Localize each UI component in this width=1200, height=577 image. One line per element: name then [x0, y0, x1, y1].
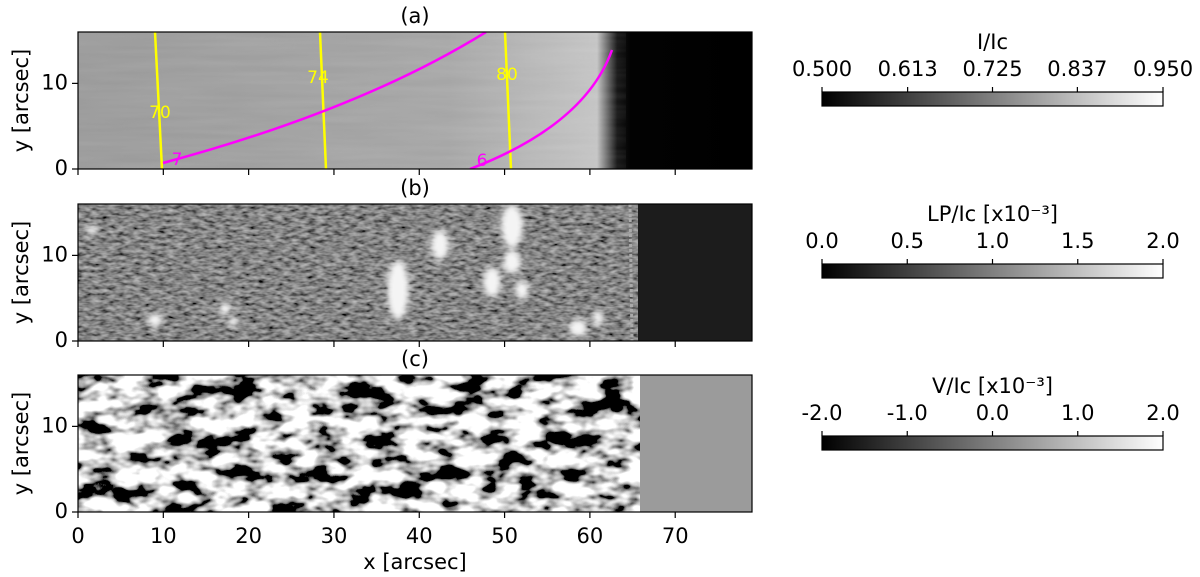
panel-frame — [77, 31, 753, 170]
colorbar-tick-label: 0.950 — [1133, 57, 1193, 81]
colorbar — [821, 91, 1164, 107]
x-tick-label: 40 — [406, 524, 433, 548]
y-tick-label: 10 — [41, 242, 68, 266]
colorbar-tick-label: 1.0 — [1061, 401, 1094, 425]
colorbar — [821, 435, 1164, 451]
y-tick-label: 0 — [55, 499, 68, 523]
y-tick-label: 0 — [55, 328, 68, 352]
y-tick-label: 10 — [41, 70, 68, 94]
colorbar-label: V/Ic [x10⁻³] — [932, 374, 1053, 398]
y-tick-label: 10 — [41, 413, 68, 437]
contour-line — [503, 32, 513, 169]
colorbar-tick-label: -2.0 — [802, 401, 843, 425]
contour-label: 80 — [496, 65, 518, 85]
panel-title: (b) — [400, 176, 430, 200]
x-tick-label: 10 — [150, 524, 177, 548]
colorbar-tick-label: 0.0 — [976, 401, 1009, 425]
x-axis-label: x [arcsec] — [363, 550, 466, 574]
colorbar-tick-label: 0.500 — [792, 57, 852, 81]
panel-title: (a) — [400, 4, 429, 28]
colorbar-tick-label: 1.5 — [1061, 229, 1094, 253]
image-a — [78, 32, 752, 169]
colorbar-tick-label: 0.5 — [891, 229, 924, 253]
panel-frame — [77, 203, 753, 342]
colorbar-tick-label: 0.837 — [1047, 57, 1107, 81]
colorbar-tick-label: -1.0 — [887, 401, 928, 425]
y-axis-label: y [arcsec] — [9, 392, 33, 495]
contour-line — [162, 32, 487, 165]
contour-label: 74 — [307, 68, 329, 88]
x-tick-label: 60 — [577, 524, 604, 548]
x-tick-label: 70 — [662, 524, 689, 548]
colorbar-tick-label: 2.0 — [1146, 229, 1179, 253]
colorbar-tick-label: 0.725 — [962, 57, 1022, 81]
x-tick-label: 30 — [321, 524, 348, 548]
x-tick-label: 20 — [235, 524, 262, 548]
x-tick-label: 0 — [71, 524, 84, 548]
colorbar-label: LP/Ic [x10⁻³] — [927, 202, 1058, 226]
colorbar-tick-label: 2.0 — [1146, 401, 1179, 425]
image-c — [78, 375, 752, 512]
colorbar-tick-label: 0.0 — [805, 229, 838, 253]
colorbar-label: I/Ic — [977, 30, 1008, 54]
y-tick-label: 0 — [55, 156, 68, 180]
contour-label: 7 — [172, 150, 183, 170]
contour-label: 6 — [477, 151, 488, 171]
image-b — [78, 203, 752, 342]
panel-title: (c) — [401, 347, 429, 371]
y-axis-label: y [arcsec] — [9, 221, 33, 324]
contour-label: 70 — [149, 103, 171, 123]
panel-frame — [77, 374, 753, 513]
colorbar-tick-label: 0.613 — [878, 57, 938, 81]
contour-line — [318, 32, 328, 169]
x-tick-label: 50 — [491, 524, 518, 548]
colorbar-tick-label: 1.0 — [976, 229, 1009, 253]
colorbar — [821, 263, 1164, 279]
contour-line — [469, 49, 614, 169]
contour-line — [153, 32, 164, 169]
y-axis-label: y [arcsec] — [9, 49, 33, 152]
